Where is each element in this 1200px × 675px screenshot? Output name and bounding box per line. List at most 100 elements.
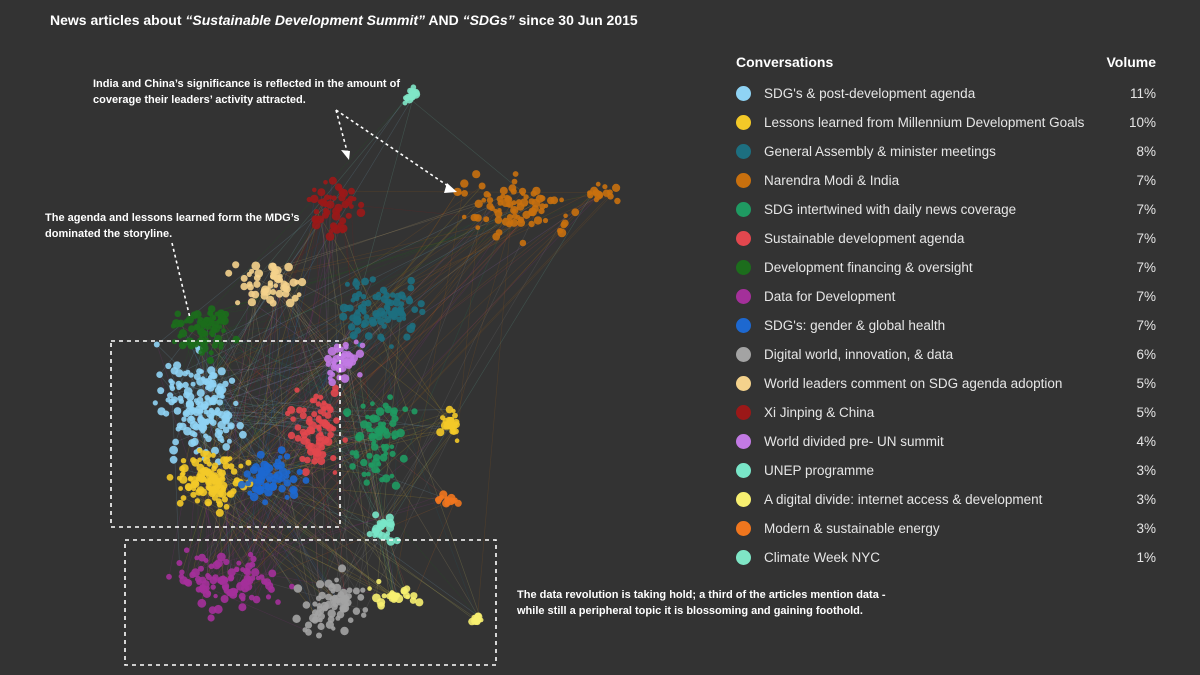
network-node bbox=[511, 178, 518, 185]
network-node bbox=[340, 605, 347, 613]
network-node bbox=[166, 573, 172, 580]
legend-item: Narendra Modi & India 7% bbox=[736, 166, 1156, 195]
network-node bbox=[202, 378, 210, 385]
network-node bbox=[327, 431, 334, 439]
network-node bbox=[542, 217, 549, 224]
network-edge bbox=[211, 332, 395, 412]
legend-item-volume: 7% bbox=[1136, 318, 1156, 333]
network-node bbox=[318, 608, 325, 614]
network-node bbox=[325, 232, 335, 241]
network-edge bbox=[379, 431, 453, 523]
legend-item-label: Climate Week NYC bbox=[764, 550, 881, 565]
legend-color-dot bbox=[736, 434, 751, 449]
network-node bbox=[153, 341, 160, 348]
network-nodes bbox=[152, 84, 621, 639]
network-node bbox=[519, 198, 529, 207]
network-edge bbox=[175, 430, 203, 443]
network-node bbox=[312, 609, 319, 616]
network-node bbox=[191, 431, 198, 438]
network-edge bbox=[183, 418, 478, 620]
network-node bbox=[174, 310, 182, 318]
network-node bbox=[266, 295, 275, 304]
network-node bbox=[557, 227, 563, 234]
agenda-highlight-box bbox=[110, 340, 341, 528]
network-node bbox=[338, 564, 347, 573]
network-edge bbox=[172, 192, 611, 389]
network-node bbox=[306, 196, 312, 203]
network-node bbox=[363, 314, 370, 320]
legend-item-label: Digital world, innovation, & data bbox=[764, 347, 954, 362]
network-node bbox=[265, 581, 274, 591]
network-node bbox=[178, 341, 187, 350]
network-node bbox=[353, 278, 359, 283]
network-node bbox=[284, 494, 290, 500]
network-node bbox=[366, 531, 373, 538]
network-node bbox=[333, 417, 340, 424]
legend-item: SDG's: gender & global health 7% bbox=[736, 311, 1156, 340]
network-node bbox=[210, 452, 216, 458]
network-node bbox=[472, 170, 481, 179]
network-edge bbox=[230, 466, 272, 590]
network-node bbox=[336, 363, 343, 371]
network-node bbox=[340, 374, 350, 383]
legend-item-volume: 4% bbox=[1136, 434, 1156, 449]
network-node bbox=[454, 438, 460, 444]
network-node bbox=[344, 281, 350, 287]
network-edge bbox=[202, 494, 444, 581]
network-node bbox=[207, 614, 215, 622]
network-node bbox=[400, 586, 408, 595]
network-node bbox=[309, 613, 318, 623]
network-node bbox=[379, 286, 388, 294]
network-node bbox=[278, 484, 286, 493]
network-node bbox=[236, 422, 244, 430]
network-edge bbox=[180, 488, 392, 600]
network-node bbox=[407, 284, 415, 292]
network-node bbox=[411, 306, 419, 313]
network-node bbox=[510, 218, 519, 227]
legend-color-dot bbox=[736, 492, 751, 507]
network-node bbox=[197, 598, 207, 608]
network-node bbox=[330, 426, 337, 432]
india-china-arrowhead-left bbox=[341, 150, 350, 160]
network-edge bbox=[242, 410, 395, 608]
network-node bbox=[523, 194, 529, 200]
legend-item-label: UNEP programme bbox=[764, 463, 875, 478]
network-node bbox=[375, 407, 385, 416]
network-node bbox=[253, 274, 261, 282]
network-node bbox=[201, 466, 210, 476]
network-node bbox=[343, 601, 350, 608]
network-node bbox=[222, 380, 229, 387]
network-node bbox=[440, 421, 450, 430]
legend-item: Development financing & oversight 7% bbox=[736, 253, 1156, 282]
network-node bbox=[602, 189, 611, 197]
network-node bbox=[208, 486, 218, 496]
network-node bbox=[415, 598, 424, 607]
network-edge bbox=[345, 204, 477, 218]
network-node bbox=[357, 304, 363, 310]
network-node bbox=[478, 182, 486, 190]
network-edge bbox=[324, 417, 443, 607]
network-node bbox=[267, 280, 274, 286]
network-node bbox=[446, 416, 452, 423]
network-node bbox=[440, 415, 446, 421]
network-node bbox=[194, 324, 201, 331]
network-node bbox=[361, 612, 367, 618]
network-edge bbox=[201, 294, 379, 337]
network-node bbox=[206, 461, 212, 467]
legend-header-label: Conversations bbox=[736, 54, 834, 70]
network-edge bbox=[202, 191, 458, 581]
network-node bbox=[273, 283, 279, 288]
network-edge bbox=[273, 223, 532, 278]
network-node bbox=[342, 341, 349, 349]
network-node bbox=[367, 586, 372, 591]
network-node bbox=[232, 261, 240, 269]
network-node bbox=[334, 577, 339, 583]
network-node bbox=[228, 574, 235, 581]
network-node bbox=[361, 309, 367, 315]
network-edge bbox=[251, 301, 334, 362]
network-node bbox=[321, 400, 327, 406]
network-node bbox=[310, 194, 319, 204]
network-edge bbox=[224, 320, 237, 404]
network-node bbox=[453, 187, 462, 197]
network-node bbox=[483, 216, 490, 223]
